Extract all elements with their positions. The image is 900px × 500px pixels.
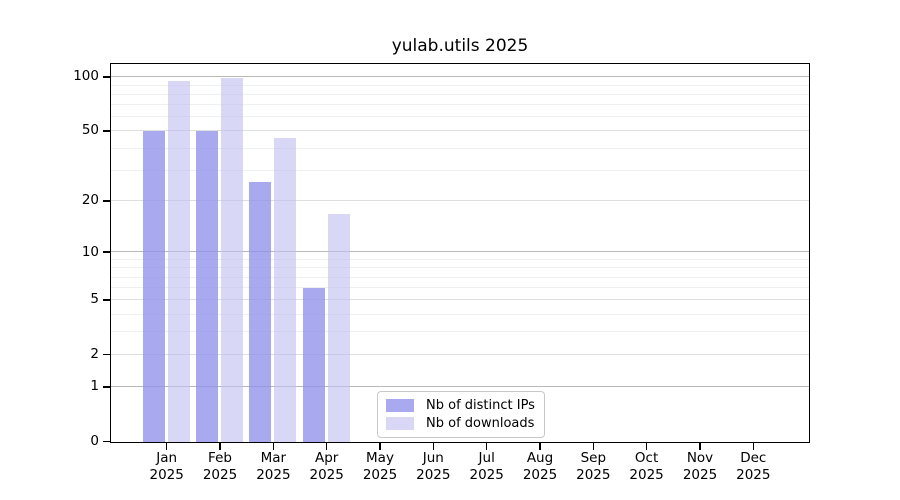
y-tick-label-50: 50 [81,122,99,139]
x-tick-label-jun: Jun 2025 [402,450,464,484]
legend-label-distinct-ips: Nb of distinct IPs [426,397,535,413]
gridline-minor-30 [111,169,809,171]
x-tick-year-mar: 2025 [256,467,291,483]
x-tick-year-nov: 2025 [682,467,718,483]
gridline-5 [111,299,809,301]
y-tick-mark-2 [103,353,110,356]
x-tick-mark-mar [272,443,275,450]
gridline-minor-4 [111,313,809,315]
gridline-minor-80 [111,93,809,95]
x-tick-label-feb: Feb 2025 [189,450,251,484]
y-tick-mark-50 [103,130,110,132]
x-tick-mark-jan [165,443,168,450]
x-tick-year-apr: 2025 [309,467,344,483]
x-tick-mark-aug [539,443,541,450]
x-tick-mark-jul [485,443,488,450]
plot-area [110,63,810,443]
gridline-minor-70 [111,104,809,106]
y-tick-mark-20 [103,200,110,202]
y-tick-label-10: 10 [81,243,99,260]
x-tick-label-may: May 2025 [349,450,411,484]
x-tick-mark-dec [752,443,755,450]
bar-nb-of-downloads-apr [327,213,350,442]
x-tick-mark-sep [592,443,595,450]
x-tick-label-jul: Jul 2025 [456,450,518,484]
bar-nb-of-downloads-mar [274,137,297,442]
gridline-100 [111,75,809,77]
gridline-50 [111,130,809,132]
y-tick-label-100: 100 [73,68,99,85]
x-tick-year-jun: 2025 [416,467,451,483]
legend-entry-downloads: Nb of downloads [386,415,536,432]
y-tick-mark-5 [103,299,110,301]
y-tick-mark-10 [103,251,110,253]
gridline-minor-3 [111,331,809,333]
bar-nb-of-distinct-ips-apr [302,288,325,442]
gridline-20 [111,200,809,202]
y-tick-label-5: 5 [90,291,99,308]
x-tick-year-jul: 2025 [469,467,504,483]
x-tick-label-nov: Nov 2025 [669,450,731,484]
y-tick-mark-1 [103,386,110,388]
x-tick-year-may: 2025 [362,467,398,483]
y-tick-label-0: 0 [90,433,99,449]
x-tick-label-aug: Aug 2025 [509,450,571,484]
x-tick-year-jan: 2025 [149,467,184,483]
x-tick-year-dec: 2025 [736,467,771,483]
gridline-minor-6 [111,287,809,289]
x-tick-label-oct: Oct 2025 [616,450,678,484]
chart-title: yulab.utils 2025 [391,36,529,56]
y-tick-mark-0 [103,440,110,443]
x-tick-label-mar: Mar 2025 [242,450,304,484]
x-tick-year-oct: 2025 [629,467,664,483]
legend-swatch-downloads [386,417,414,431]
bar-nb-of-distinct-ips-mar [249,181,272,442]
x-tick-mark-feb [219,443,221,450]
gridline-minor-7 [111,276,809,278]
gridline-minor-8 [111,267,809,269]
x-tick-mark-nov [699,443,701,450]
x-tick-year-sep: 2025 [576,467,611,483]
legend-swatch-distinct-ips [386,398,414,412]
x-tick-year-aug: 2025 [522,467,558,483]
bar-nb-of-downloads-jan [167,81,190,442]
x-tick-year-feb: 2025 [202,467,238,483]
legend-label-downloads: Nb of downloads [426,416,535,432]
bar-nb-of-distinct-ips-feb [196,131,218,442]
gridline-minor-60 [111,116,809,118]
gridline-1 [111,385,809,387]
gridline-minor-40 [111,147,809,149]
y-tick-label-1: 1 [90,378,99,395]
x-tick-mark-may [379,443,381,450]
x-tick-mark-jun [432,443,435,450]
bar-nb-of-distinct-ips-jan [142,131,165,442]
gridline-minor-9 [111,259,809,260]
y-tick-label-2: 2 [90,346,99,363]
x-tick-label-dec: Dec 2025 [722,450,784,484]
gridline-2 [111,354,809,356]
bar-nb-of-downloads-feb [221,78,243,442]
gridline-10 [111,250,809,253]
gridline-minor-90 [111,84,809,86]
x-tick-mark-apr [325,443,328,450]
y-tick-label-20: 20 [81,192,99,209]
x-tick-label-jan: Jan 2025 [136,450,198,484]
x-tick-label-sep: Sep 2025 [562,450,624,484]
legend: Nb of distinct IPs Nb of downloads [377,391,545,438]
x-tick-mark-oct [645,443,648,450]
x-tick-label-apr: Apr 2025 [296,450,358,484]
legend-entry-distinct-ips: Nb of distinct IPs [386,397,536,414]
y-tick-mark-100 [103,76,110,78]
